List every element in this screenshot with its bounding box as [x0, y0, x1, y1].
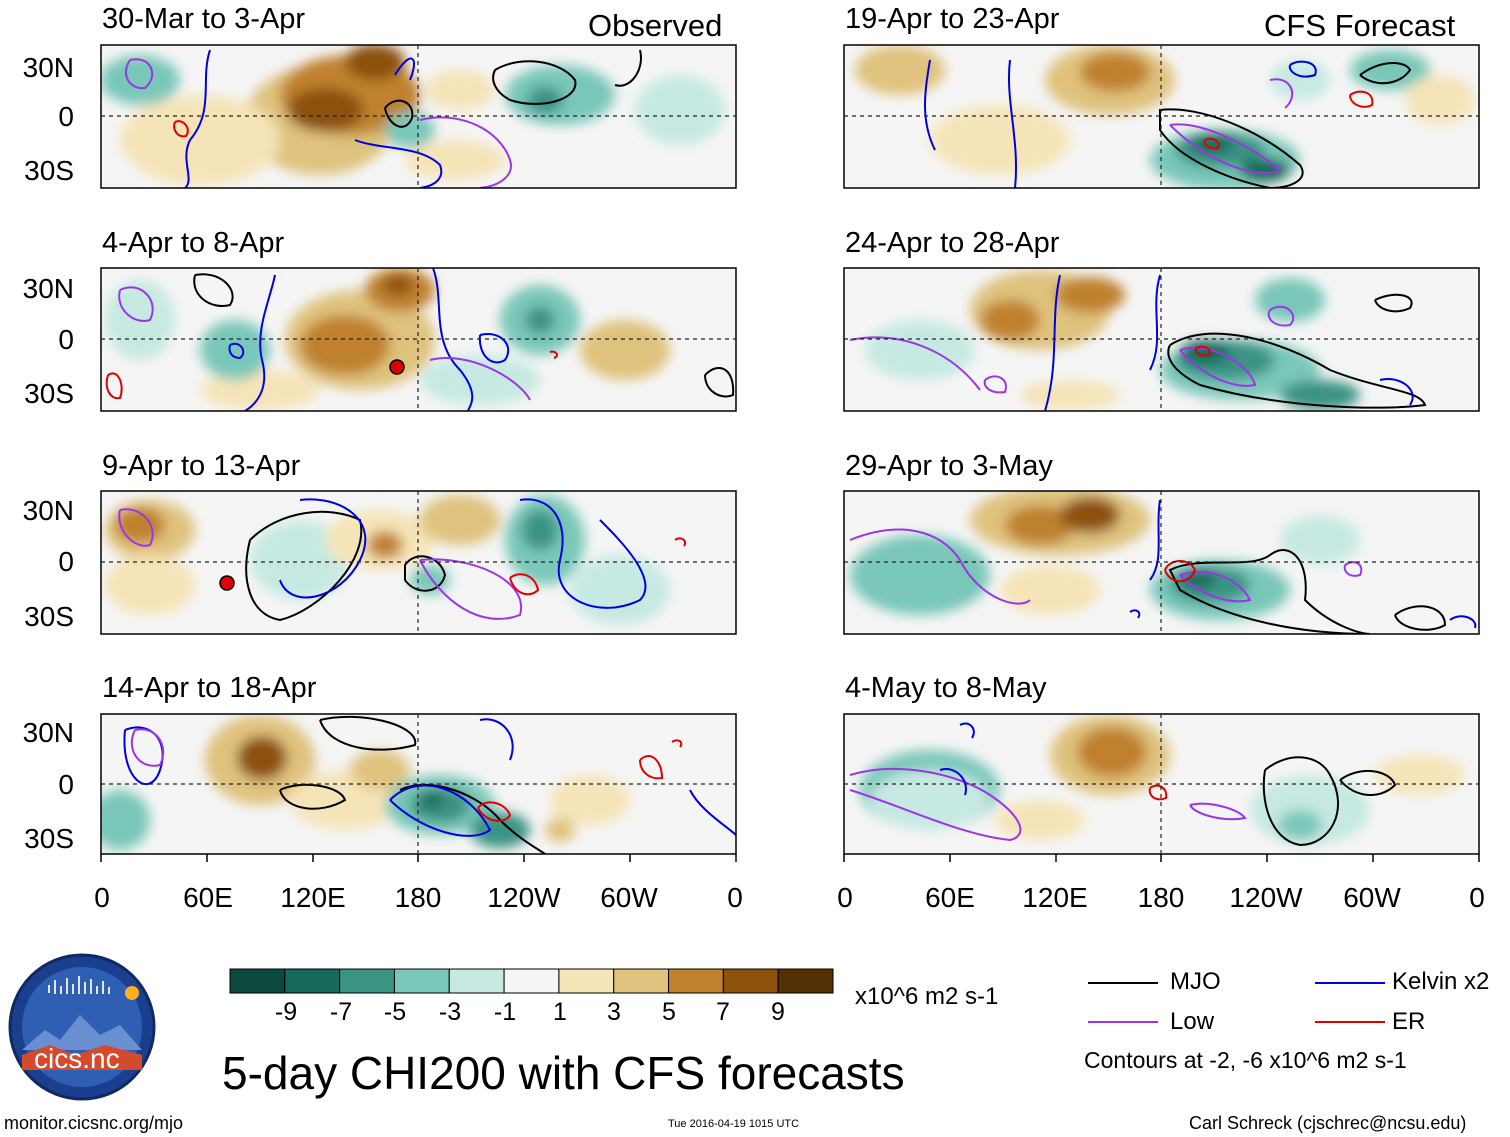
xtick-120w: 120W: [487, 882, 561, 913]
panel-title-obs-1: 30-Mar to 3-Apr: [102, 3, 306, 35]
legend-mjo: MJO: [1170, 968, 1221, 995]
ytick-30s: 30S: [24, 378, 74, 409]
colorbar-swatch: [393, 968, 450, 994]
colorbar-swatch: [284, 968, 341, 994]
legend-note: Contours at -2, -6 x10^6 m2 s-1: [1084, 1047, 1407, 1073]
panel-title-fcst-2: 24-Apr to 28-Apr: [845, 227, 1060, 259]
panel-obs-2: [101, 268, 736, 411]
colorbar-tick: 5: [662, 998, 676, 1026]
xtick-60w: 60W: [1343, 882, 1401, 913]
chart-title: 5-day CHI200 with CFS forecasts: [222, 1047, 905, 1099]
xtick-120e: 120E: [280, 882, 346, 913]
observed-header: Observed: [588, 8, 723, 43]
ytick-30s: 30S: [24, 601, 74, 632]
panel-title-fcst-4: 4-May to 8-May: [845, 672, 1047, 704]
panel-obs-4: [101, 714, 736, 854]
footer-url[interactable]: monitor.cicsnc.org/mjo: [4, 1113, 184, 1133]
ytick-30s: 30S: [24, 155, 74, 186]
xtick-120w: 120W: [1229, 882, 1303, 913]
panel-title-obs-2: 4-Apr to 8-Apr: [102, 227, 285, 259]
colorbar-tick: -9: [274, 998, 298, 1026]
colorbar-swatch: [503, 968, 560, 994]
colorbar-swatch: [613, 968, 670, 994]
xtick-0: 0: [1469, 882, 1485, 913]
footer-timestamp: Tue 2016-04-19 1015 UTC: [668, 1118, 800, 1130]
xtick-120e: 120E: [1022, 882, 1088, 913]
legend-er: ER: [1392, 1008, 1426, 1035]
ytick-30n: 30N: [22, 495, 74, 526]
colorbar-units: x10^6 m2 s-1: [855, 983, 999, 1010]
colorbar-swatch: [558, 968, 615, 994]
panel-title-fcst-1: 19-Apr to 23-Apr: [845, 3, 1060, 35]
colorbar-tick: -5: [383, 998, 407, 1026]
ytick-30n: 30N: [22, 273, 74, 304]
ytick-0: 0: [58, 324, 74, 355]
panel-title-fcst-3: 29-Apr to 3-May: [845, 450, 1053, 482]
forecast-header: CFS Forecast: [1264, 8, 1456, 43]
xtick-60e: 60E: [925, 882, 975, 913]
xtick-0: 0: [94, 882, 110, 913]
xtick-180: 180: [1137, 882, 1185, 913]
colorbar-tick: -7: [329, 998, 353, 1026]
ytick-0: 0: [58, 101, 74, 132]
panel-obs-3: [101, 491, 736, 634]
ytick-30n: 30N: [22, 52, 74, 83]
colorbar-swatch: [668, 968, 724, 994]
legend-low: Low: [1170, 1008, 1215, 1035]
colorbar-tick: 7: [716, 998, 730, 1026]
legend-kelvin: Kelvin x2: [1392, 968, 1490, 995]
colorbar-swatch: [777, 968, 834, 994]
xtick-60w: 60W: [600, 882, 658, 913]
ytick-0: 0: [58, 769, 74, 800]
xtick-60e: 60E: [183, 882, 233, 913]
xtick-0: 0: [837, 882, 853, 913]
xtick-0: 0: [727, 882, 743, 913]
colorbar-swatch: [229, 968, 286, 994]
panel-title-obs-3: 9-Apr to 13-Apr: [102, 450, 301, 482]
ytick-30s: 30S: [24, 823, 74, 854]
xtick-180: 180: [394, 882, 442, 913]
ytick-0: 0: [58, 546, 74, 577]
colorbar-swatch: [722, 968, 779, 994]
ytick-30n: 30N: [22, 717, 74, 748]
colorbar-tick: -1: [493, 998, 517, 1026]
colorbar-tick: 1: [553, 998, 567, 1026]
colorbar-tick: 3: [607, 998, 621, 1026]
footer-author: Carl Schreck (cjschrec@ncsu.edu): [1189, 1113, 1467, 1133]
colorbar-tick: 9: [771, 998, 785, 1026]
panel-title-obs-4: 14-Apr to 18-Apr: [102, 672, 317, 704]
colorbar-tick: -3: [438, 998, 462, 1026]
logo-text: cics.nc: [34, 1043, 120, 1074]
